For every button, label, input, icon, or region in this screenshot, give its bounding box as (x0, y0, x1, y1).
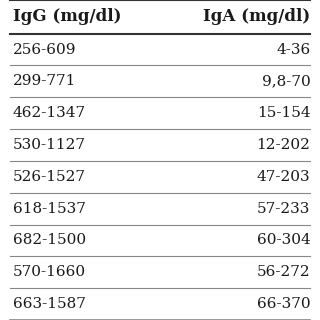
Text: IgA (mg/dl): IgA (mg/dl) (203, 8, 310, 25)
Text: 618-1537: 618-1537 (13, 202, 86, 216)
Text: 462-1347: 462-1347 (13, 106, 86, 120)
Text: 530-1127: 530-1127 (13, 138, 86, 152)
Text: 299-771: 299-771 (13, 74, 76, 88)
Text: IgG (mg/dl): IgG (mg/dl) (13, 8, 121, 25)
Text: 60-304: 60-304 (257, 234, 310, 247)
Text: 47-203: 47-203 (257, 170, 310, 184)
Text: 57-233: 57-233 (257, 202, 310, 216)
Text: 256-609: 256-609 (13, 43, 76, 57)
Text: 663-1587: 663-1587 (13, 297, 86, 311)
Text: 682-1500: 682-1500 (13, 234, 86, 247)
Text: 15-154: 15-154 (257, 106, 310, 120)
Text: 56-272: 56-272 (257, 265, 310, 279)
Text: 66-370: 66-370 (257, 297, 310, 311)
Text: 570-1660: 570-1660 (13, 265, 86, 279)
Text: 4-36: 4-36 (276, 43, 310, 57)
Text: 526-1527: 526-1527 (13, 170, 86, 184)
Text: 12-202: 12-202 (257, 138, 310, 152)
Text: 9,8-70: 9,8-70 (262, 74, 310, 88)
